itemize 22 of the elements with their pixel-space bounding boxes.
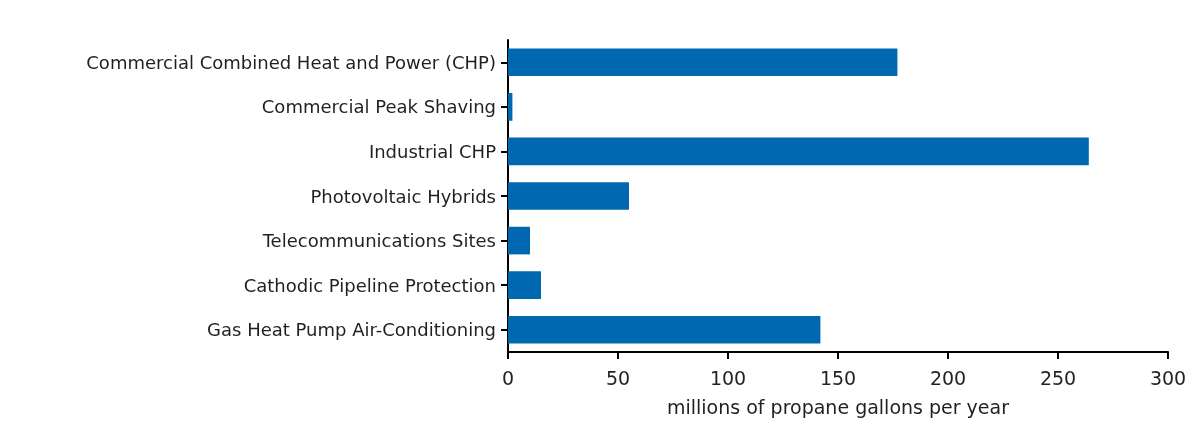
bar — [508, 48, 898, 77]
bar — [508, 93, 513, 121]
y-tick-label: Commercial Peak Shaving — [261, 96, 496, 118]
y-tick-label: Industrial CHP — [368, 140, 497, 162]
x-tick-label: 0 — [501, 366, 515, 389]
bar — [508, 137, 1089, 166]
x-tick-label: 150 — [819, 366, 857, 389]
y-tick-label: Gas Heat Pump Air-Conditioning — [207, 319, 496, 341]
x-tick-label: 100 — [709, 366, 747, 389]
x-tick-label: 300 — [1149, 366, 1187, 389]
x-axis-title: millions of propane gallons per year — [667, 395, 1010, 418]
bar — [508, 226, 530, 255]
x-tick-label: 50 — [605, 366, 631, 389]
bar — [508, 182, 629, 210]
y-tick-label: Cathodic Pipeline Protection — [243, 274, 496, 296]
x-tick-label: 250 — [1039, 366, 1077, 389]
y-tick-label: Telecommunications Sites — [261, 230, 496, 252]
y-tick-label: Commercial Combined Heat and Power (CHP) — [86, 51, 496, 73]
x-tick-label: 200 — [929, 366, 967, 389]
bar — [508, 271, 541, 299]
y-tick-label: Photovoltaic Hybrids — [310, 185, 496, 207]
bar — [508, 315, 821, 344]
